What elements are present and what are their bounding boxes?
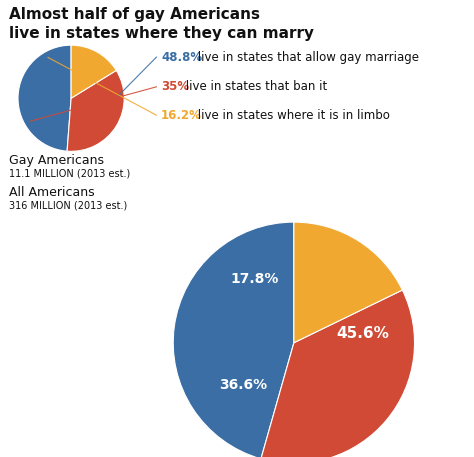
Text: Almost half of gay Americans
live in states where they can marry: Almost half of gay Americans live in sta… <box>9 7 314 41</box>
Text: 48.8%: 48.8% <box>161 51 202 64</box>
Text: Gay Americans: Gay Americans <box>9 154 104 167</box>
Text: All Americans: All Americans <box>9 186 95 199</box>
Text: 17.8%: 17.8% <box>230 272 278 287</box>
Text: live in states that allow gay marriage: live in states that allow gay marriage <box>194 51 419 64</box>
Text: live in states that ban it: live in states that ban it <box>182 80 327 93</box>
Text: 11.1 MILLION (2013 est.): 11.1 MILLION (2013 est.) <box>9 168 131 178</box>
Text: live in states where it is in limbo: live in states where it is in limbo <box>194 109 390 122</box>
Wedge shape <box>294 222 402 343</box>
Text: 45.6%: 45.6% <box>337 325 390 340</box>
Text: 36.6%: 36.6% <box>219 378 267 393</box>
Text: 16.2%: 16.2% <box>161 109 202 122</box>
Wedge shape <box>173 222 294 457</box>
Wedge shape <box>261 290 415 457</box>
Text: 316 MILLION (2013 est.): 316 MILLION (2013 est.) <box>9 200 128 210</box>
Text: 35%: 35% <box>161 80 189 93</box>
Wedge shape <box>67 70 124 151</box>
Wedge shape <box>18 45 71 151</box>
Wedge shape <box>71 45 116 98</box>
